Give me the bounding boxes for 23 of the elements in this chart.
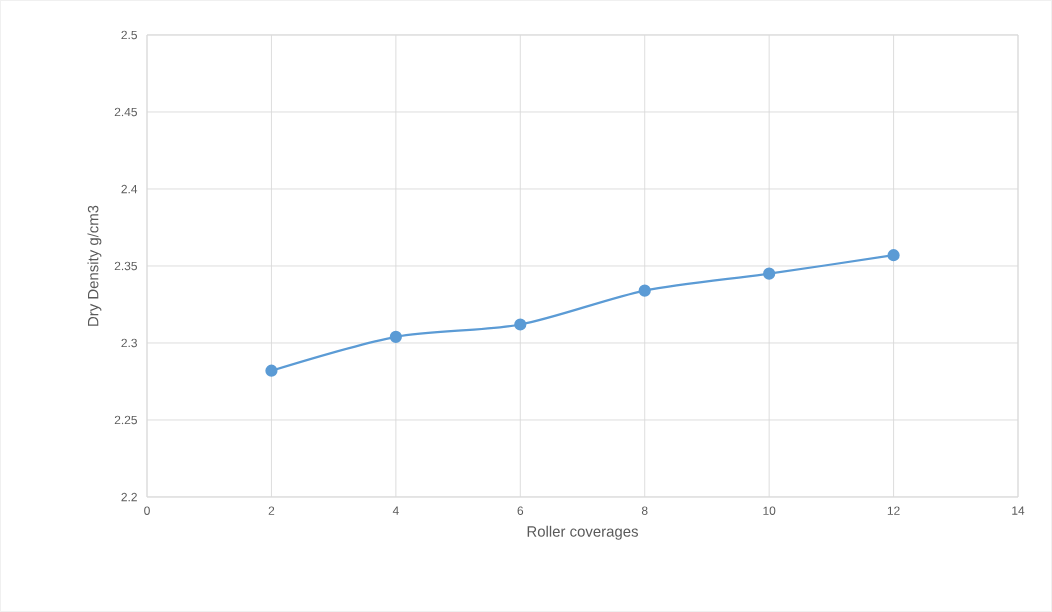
y-axis-title: Dry Density g/cm3 xyxy=(87,205,102,326)
x-tick-label: 4 xyxy=(392,506,399,515)
y-tick-label: 2.4 xyxy=(121,184,138,194)
x-tick-label: 8 xyxy=(641,506,648,515)
y-tick-label: 2.45 xyxy=(114,107,137,117)
point xyxy=(514,318,527,331)
y-tick-label: 2.2 xyxy=(121,492,137,502)
x-tick-label: 0 xyxy=(144,506,150,515)
y-tick-label: 2.35 xyxy=(114,261,137,271)
x-tick-label: 10 xyxy=(763,506,776,515)
y-tick-label: 2.3 xyxy=(121,338,137,348)
x-tick-label: 12 xyxy=(887,506,900,515)
point xyxy=(887,249,900,262)
y-tick-label: 2.5 xyxy=(121,30,137,40)
x-tick-label: 14 xyxy=(1012,506,1025,515)
x-tick-label: 6 xyxy=(517,506,524,515)
y-tick-label: 2.25 xyxy=(114,415,137,425)
point xyxy=(763,267,776,280)
point xyxy=(638,284,651,297)
point xyxy=(389,330,402,343)
x-axis-title: Roller coverages xyxy=(527,525,638,540)
point xyxy=(265,364,278,377)
x-tick-label: 2 xyxy=(268,506,275,515)
